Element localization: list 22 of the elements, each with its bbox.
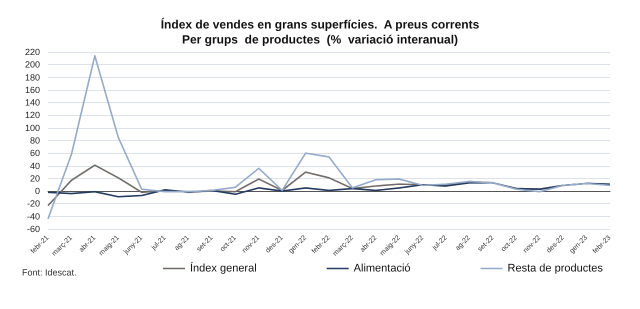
y-tick-label: 160 <box>24 84 40 95</box>
y-tick-label: 120 <box>24 110 40 120</box>
y-tick-label: 80 <box>30 136 40 146</box>
y-tick-label: 20 <box>30 173 40 184</box>
y-tick-label: -60 <box>26 224 40 234</box>
y-tick-label: -40 <box>26 211 40 222</box>
y-tick-label: 220 <box>24 47 40 57</box>
y-tick-label: 140 <box>24 98 40 108</box>
y-tick-label: 0 <box>34 186 40 196</box>
legend-label: Índex general <box>190 262 257 274</box>
legend-label: Resta de productes <box>508 262 604 274</box>
y-tick-label: -20 <box>26 198 40 209</box>
line-series <box>47 182 611 198</box>
text: Font: Idescat. <box>22 268 77 278</box>
line-series <box>47 54 611 220</box>
legend-label: Alimentació <box>354 262 411 274</box>
y-tick-label: 100 <box>24 122 40 133</box>
y-tick-label: 60 <box>30 148 40 158</box>
y-tick-label: 200 <box>24 60 40 70</box>
chart-title: Índex de vendes en grans superfícies. A preus corrents Per grups de productes (% variació interanual) <box>160 18 480 46</box>
y-tick-label: 40 <box>30 160 40 171</box>
y-tick-label: 180 <box>24 72 40 82</box>
